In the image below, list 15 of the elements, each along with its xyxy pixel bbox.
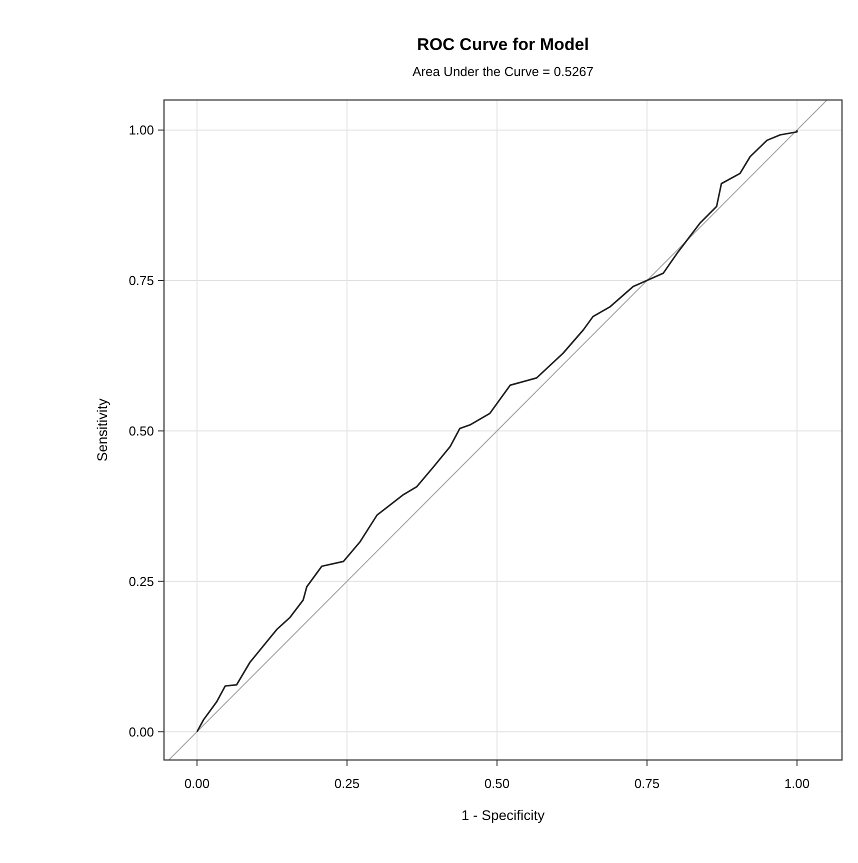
x-tick-label: 0.25 bbox=[334, 776, 360, 791]
y-tick-label: 0.25 bbox=[128, 574, 154, 589]
x-tick-label: 0.75 bbox=[634, 776, 660, 791]
y-tick-label: 0.75 bbox=[128, 273, 154, 288]
y-axis-title: Sensitivity bbox=[94, 398, 110, 462]
x-axis-title: 1 - Specificity bbox=[461, 807, 545, 823]
y-tick-label: 0.50 bbox=[128, 423, 154, 438]
y-tick-label: 1.00 bbox=[128, 122, 154, 138]
x-tick-label: 1.00 bbox=[784, 776, 810, 791]
x-tick-label: 0.00 bbox=[184, 776, 210, 791]
line-series bbox=[196, 129, 798, 733]
chart-subtitle: Area Under the Curve = 0.5267 bbox=[412, 64, 594, 79]
y-tick-label: 0.00 bbox=[128, 724, 154, 740]
chart-title: ROC Curve for Model bbox=[417, 35, 589, 54]
x-tick-label: 0.50 bbox=[484, 776, 510, 791]
